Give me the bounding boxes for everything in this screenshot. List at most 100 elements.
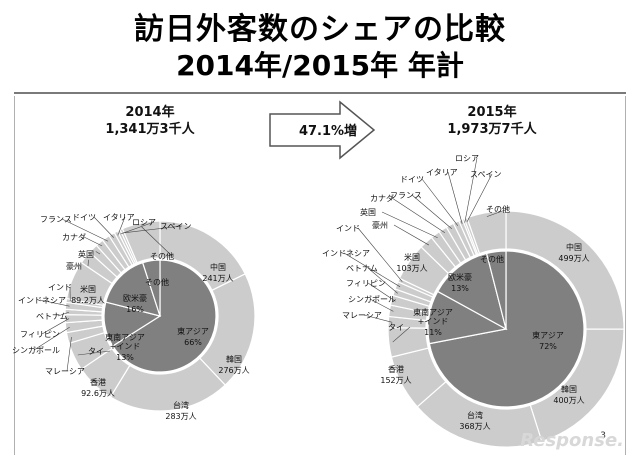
outer-label-2015-2: 台湾 xyxy=(467,410,483,420)
outer-label-2015-3: 香港 xyxy=(388,364,404,374)
outer-label-2015-20: その他 xyxy=(486,204,510,214)
inner-label-2014-2-0: 欧米豪 xyxy=(123,293,147,303)
year-2014-label: 2014年 xyxy=(125,105,175,120)
outer-label-2014-18: ロシア xyxy=(132,218,156,227)
outer-label-2015-9: インドネシア xyxy=(322,249,370,258)
inner-percent-2015-2: 13% xyxy=(451,284,469,293)
year-2015-header: 2015年 1,973万7千人 xyxy=(412,104,572,138)
leader-2014-18 xyxy=(120,221,155,235)
year-2015-total: 1,973万7千人 xyxy=(447,122,537,137)
inner-label-2014-0-0: 東アジア xyxy=(177,326,209,336)
title-divider xyxy=(14,92,626,94)
outer-value-2014-1: 276万人 xyxy=(218,366,249,375)
left-border xyxy=(14,96,15,455)
outer-label-2014-7: フィリピン xyxy=(20,330,60,339)
outer-label-2015-11: 米国 xyxy=(404,252,420,262)
leader-2015-16 xyxy=(421,178,459,226)
outer-label-2015-13: 英国 xyxy=(360,207,376,217)
leader-2014-19 xyxy=(122,225,183,234)
leader-2015-13 xyxy=(381,211,438,239)
leader-2015-7 xyxy=(367,282,396,302)
outer-label-2014-11: 米国 xyxy=(80,284,96,294)
inner-slice-2014-3 xyxy=(141,259,161,317)
inner-label-2015-0-0: 東アジア xyxy=(532,330,564,340)
outer-label-2014-6: シンガポール xyxy=(12,345,60,355)
inner-label-2015-1-0: 東南アジア xyxy=(413,307,453,317)
outer-value-2014-11: 89.2万人 xyxy=(71,296,105,305)
outer-ring-2014 xyxy=(64,220,256,412)
leader-2014-6 xyxy=(33,326,70,351)
inner-label-2014-3-0: その他 xyxy=(145,277,169,287)
inner-percent-2014-2: 16% xyxy=(126,305,144,314)
leader-2015-10 xyxy=(357,227,403,282)
growth-label: 47.1%増 xyxy=(298,124,358,139)
leader-2015-17 xyxy=(447,171,463,224)
outer-label-2014-17: イタリア xyxy=(103,213,135,222)
leader-2015-6 xyxy=(369,298,394,312)
leader-2015-14 xyxy=(391,197,446,234)
inner-percent-2014-0: 66% xyxy=(184,338,202,347)
outer-label-2014-14: カナダ xyxy=(62,232,86,242)
outer-label-2015-10: インド xyxy=(336,224,360,233)
outer-value-2015-2: 368万人 xyxy=(459,422,490,431)
outer-label-2015-7: フィリピン xyxy=(346,279,386,288)
leader-2014-13 xyxy=(95,251,101,255)
outer-label-2015-0: 中国 xyxy=(566,242,582,252)
leader-2014-14 xyxy=(83,236,103,247)
outer-label-2014-19: スペイン xyxy=(160,222,191,231)
outer-label-2014-15: フランス xyxy=(40,215,72,224)
inner-label-2015-3-0: その他 xyxy=(480,254,504,264)
inner-slice-2015-2 xyxy=(436,252,507,331)
inner-label-2015-1-1: +インド xyxy=(418,317,449,326)
outer-label-2015-8: ベトナム xyxy=(346,264,378,273)
outer-label-2015-15: フランス xyxy=(390,191,422,200)
outer-label-2014-4: タイ xyxy=(88,347,104,356)
leader-2014-7 xyxy=(41,318,70,335)
outer-ring-2015 xyxy=(387,210,625,448)
leader-2015-19 xyxy=(466,173,493,223)
inner-percent-2015-0: 72% xyxy=(539,342,557,351)
leader-2014-9 xyxy=(39,299,70,307)
leader-2014-20 xyxy=(141,226,173,257)
outer-label-2014-0: 中国 xyxy=(210,262,226,272)
outer-label-2015-19: スペイン xyxy=(470,170,501,179)
outer-label-2015-16: ドイツ xyxy=(400,175,424,184)
outer-label-2015-4: タイ xyxy=(388,323,404,332)
outer-label-2014-3: 香港 xyxy=(90,377,106,387)
growth-arrow-icon xyxy=(269,100,376,160)
leader-2015-8 xyxy=(367,267,398,294)
outer-label-2014-20: その他 xyxy=(150,251,174,261)
inner-pie-2014 xyxy=(103,259,217,373)
outer-label-2014-12: 豪州 xyxy=(66,261,82,271)
outer-value-2014-0: 241万人 xyxy=(202,274,233,283)
outer-label-2014-5: マレーシア xyxy=(45,367,85,376)
leader-2015-12 xyxy=(393,224,430,246)
outer-value-2015-3: 152万人 xyxy=(380,376,411,385)
inner-pie-2015 xyxy=(427,250,585,408)
response-logo: Response. xyxy=(520,430,624,451)
outer-slice-2014-20 xyxy=(121,220,161,264)
outer-label-2015-17: イタリア xyxy=(426,168,458,177)
leader-2015-15 xyxy=(411,194,452,229)
leader-2015-4 xyxy=(392,326,411,343)
inner-label-2015-2-0: 欧米豪 xyxy=(448,272,472,282)
leader-2015-20 xyxy=(486,208,509,217)
right-border xyxy=(625,96,626,455)
inner-slice-2014-0 xyxy=(111,259,217,373)
outer-label-2014-16: ドイツ xyxy=(72,213,96,222)
outer-label-2015-5: マレーシア xyxy=(342,311,382,320)
inner-slice-2015-3 xyxy=(485,250,507,330)
outer-label-2015-14: カナダ xyxy=(370,193,394,203)
leader-2015-9 xyxy=(343,252,401,288)
outer-label-2014-10: インド xyxy=(48,283,72,292)
leader-2014-8 xyxy=(57,311,70,317)
outer-label-2014-2: 台湾 xyxy=(173,400,189,410)
inner-label-2014-1-0: 東南アジア xyxy=(105,332,145,342)
leader-2014-5 xyxy=(66,337,72,372)
outer-label-2015-1: 韓国 xyxy=(561,384,577,394)
year-2014-header: 2014年 1,341万3千人 xyxy=(70,104,230,138)
outer-label-2014-13: 英国 xyxy=(78,249,94,259)
